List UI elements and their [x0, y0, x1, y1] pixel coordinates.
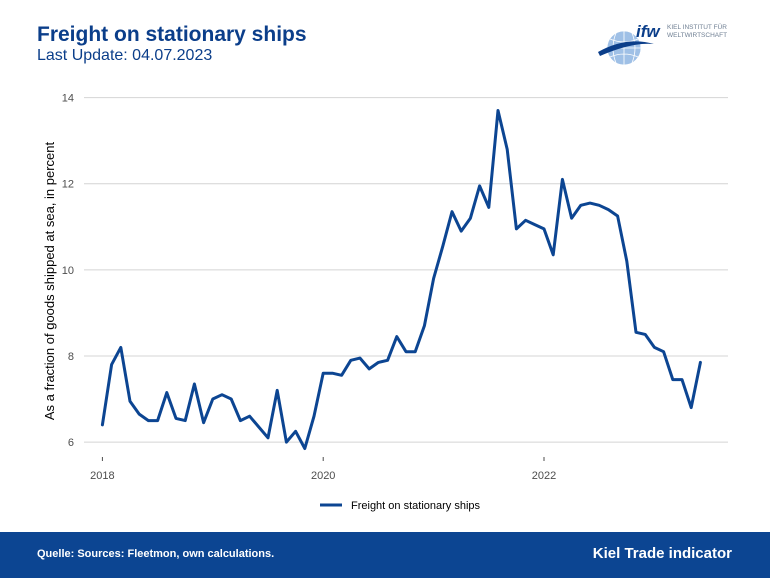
y-tick-label: 14 [62, 93, 74, 105]
y-tick-label: 10 [62, 265, 74, 277]
gridlines [84, 97, 728, 443]
logo-line-2: WELTWIRTSCHAFT [667, 32, 727, 39]
logo-line-1: KIEL INSTITUT FÜR [667, 23, 727, 31]
chart-title: Freight on stationary ships [37, 23, 307, 46]
globe-icon [598, 30, 654, 66]
last-update-subtitle: Last Update: 04.07.2023 [37, 47, 213, 64]
x-tick-label: 2020 [311, 470, 335, 482]
series-line-freight-on-stationary-ships [100, 109, 702, 450]
x-tick-label: 2018 [90, 470, 114, 482]
y-tick-label: 12 [62, 179, 74, 191]
x-tick-labels: 2018 2020 2022 [90, 457, 556, 482]
y-tick-labels: 6 8 10 12 14 [62, 93, 74, 449]
footer-source: Quelle: Sources: Fleetmon, own calculati… [37, 548, 275, 560]
ifw-logo: ifw KIEL INSTITUT FÜR WELTWIRTSCHAFT [598, 22, 727, 66]
footer-brand: Kiel Trade indicator [592, 545, 732, 562]
logo-mark: ifw [636, 22, 661, 41]
line-chart: 6 8 10 12 14 2018 2020 2022 As a fraction of g… [42, 93, 728, 512]
x-tick-label: 2022 [532, 470, 556, 482]
y-tick-label: 6 [68, 437, 74, 449]
footer-bar: Quelle: Sources: Fleetmon, own calculati… [0, 532, 770, 578]
y-tick-label: 8 [68, 351, 74, 363]
y-axis-label: As a fraction of goods shipped at sea, i… [42, 141, 57, 420]
legend: Freight on stationary ships [320, 500, 481, 512]
legend-label: Freight on stationary ships [351, 500, 481, 512]
